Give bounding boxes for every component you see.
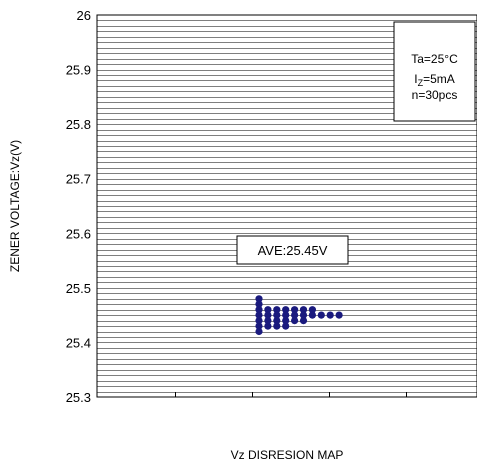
y-tick-labels: 25.3 25.4 25.5 25.6 25.7 25.8 25.9 26 [66, 8, 91, 405]
data-point [273, 322, 281, 330]
condition-current: IZ=5mA [414, 72, 455, 88]
plot-frame [96, 14, 477, 398]
average-box-frame [236, 235, 349, 265]
y-tick-label: 25.8 [66, 117, 91, 132]
data-point [291, 317, 299, 325]
data-point [291, 306, 299, 314]
condition-current-subscript: Z [418, 78, 424, 88]
data-point [308, 311, 316, 319]
data-point [273, 317, 281, 325]
x-axis-label: Vz DISRESION MAP [231, 448, 344, 462]
y-tick-label: 26 [77, 8, 91, 23]
data-point [308, 306, 316, 314]
data-point [273, 311, 281, 319]
y-tick-label: 25.6 [66, 226, 91, 241]
data-point [264, 317, 272, 325]
data-point [335, 311, 343, 319]
y-tick-label: 25.7 [66, 172, 91, 187]
data-point [282, 322, 290, 330]
condition-current-suffix: =5mA [423, 72, 455, 86]
condition-current-prefix: I [414, 72, 417, 86]
data-point [291, 311, 299, 319]
data-point [264, 306, 272, 314]
data-point [273, 306, 281, 314]
data-point [326, 311, 334, 319]
data-point [255, 295, 263, 303]
x-tick-marks [175, 392, 407, 397]
data-point [255, 311, 263, 319]
y-tick-label: 25.9 [66, 63, 91, 78]
condition-temperature: Ta=25°C [411, 52, 458, 66]
data-point [282, 311, 290, 319]
data-point [299, 311, 308, 319]
data-point [255, 317, 263, 325]
data-point [299, 317, 308, 325]
data-point [299, 306, 308, 314]
data-points [255, 295, 343, 336]
data-point [264, 322, 272, 330]
y-tick-label: 25.5 [66, 281, 91, 296]
y-tick-label: 25.3 [66, 390, 91, 405]
data-point [282, 306, 290, 314]
y-tick-label: 25.4 [66, 335, 91, 350]
data-point [255, 306, 263, 314]
conditions-box: Ta=25°C IZ=5mA n=30pcs [393, 21, 476, 122]
data-point [282, 317, 290, 325]
y-axis-label: ZENER VOLTAGE:Vz(V) [8, 140, 22, 272]
condition-sample-count: n=30pcs [412, 88, 458, 102]
data-point [264, 311, 272, 319]
average-box: AVE:25.45V [236, 235, 349, 265]
data-point [317, 311, 325, 319]
data-point [255, 327, 263, 336]
conditions-box-frame [393, 21, 476, 122]
data-point [255, 300, 263, 308]
data-point [255, 322, 263, 330]
average-label: AVE:25.45V [258, 243, 328, 258]
